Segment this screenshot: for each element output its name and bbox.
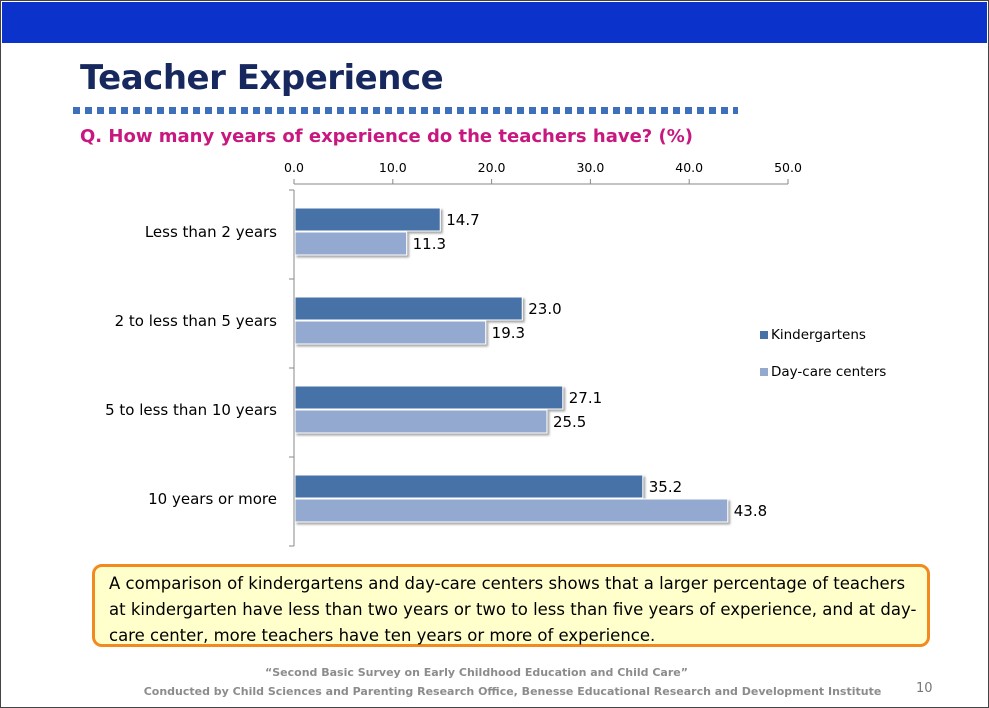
x-tick-label: 10.0 [379,160,407,175]
data-label-kindergartens: 14.7 [446,211,479,229]
header-band [2,2,987,43]
x-tick-label: 30.0 [576,160,604,175]
data-label-kindergartens: 23.0 [528,300,561,318]
summary-note: A comparison of kindergartens and day-ca… [92,564,930,647]
category-label: 5 to less than 10 years [105,401,277,419]
data-label-daycare: 43.8 [734,502,767,520]
legend-label-daycare: Day-care centers [771,364,887,380]
x-tick-label: 20.0 [478,160,506,175]
data-label-daycare: 25.5 [553,413,586,431]
category-label: 10 years or more [148,490,277,508]
legend-item-kindergartens: Kindergartens [760,326,886,344]
data-label-kindergartens: 27.1 [569,389,602,407]
category-label: Less than 2 years [145,223,277,241]
legend-swatch-kindergartens [760,331,768,339]
data-label-kindergartens: 35.2 [649,478,682,496]
bar-daycare [294,231,408,256]
bar-chart: 0.0 10.0 20.0 30.0 40.0 50.0 Less than 2 years… [105,160,802,547]
bar-daycare [294,320,487,345]
legend-item-daycare: Day-care centers [760,363,886,381]
x-tick-label: 40.0 [675,160,703,175]
legend-label-kindergartens: Kindergartens [771,327,866,343]
bar-kindergartens [294,296,523,321]
bar-kindergartens [294,207,441,232]
chart-legend: Kindergartens Day-care centers [760,326,886,400]
data-label-daycare: 11.3 [413,235,446,253]
legend-swatch-daycare [760,368,768,376]
footer-institute: Conducted by Child Sciences and Parentin… [143,685,882,698]
title-dotted-underline [73,107,738,114]
page-number: 10 [916,681,933,696]
footer-survey-name: “Second Basic Survey on Early Childhood … [265,666,688,679]
x-tick-label: 0.0 [284,160,304,175]
bar-daycare [294,498,729,523]
slide-title: Teacher Experience [80,58,444,98]
bar-kindergartens [294,474,644,499]
survey-question: Q. How many years of experience do the t… [80,126,694,147]
x-tick-label: 50.0 [774,160,802,175]
data-label-daycare: 19.3 [492,324,525,342]
bar-daycare [294,409,548,434]
bar-kindergartens [294,385,564,410]
category-label: 2 to less than 5 years [115,312,278,330]
